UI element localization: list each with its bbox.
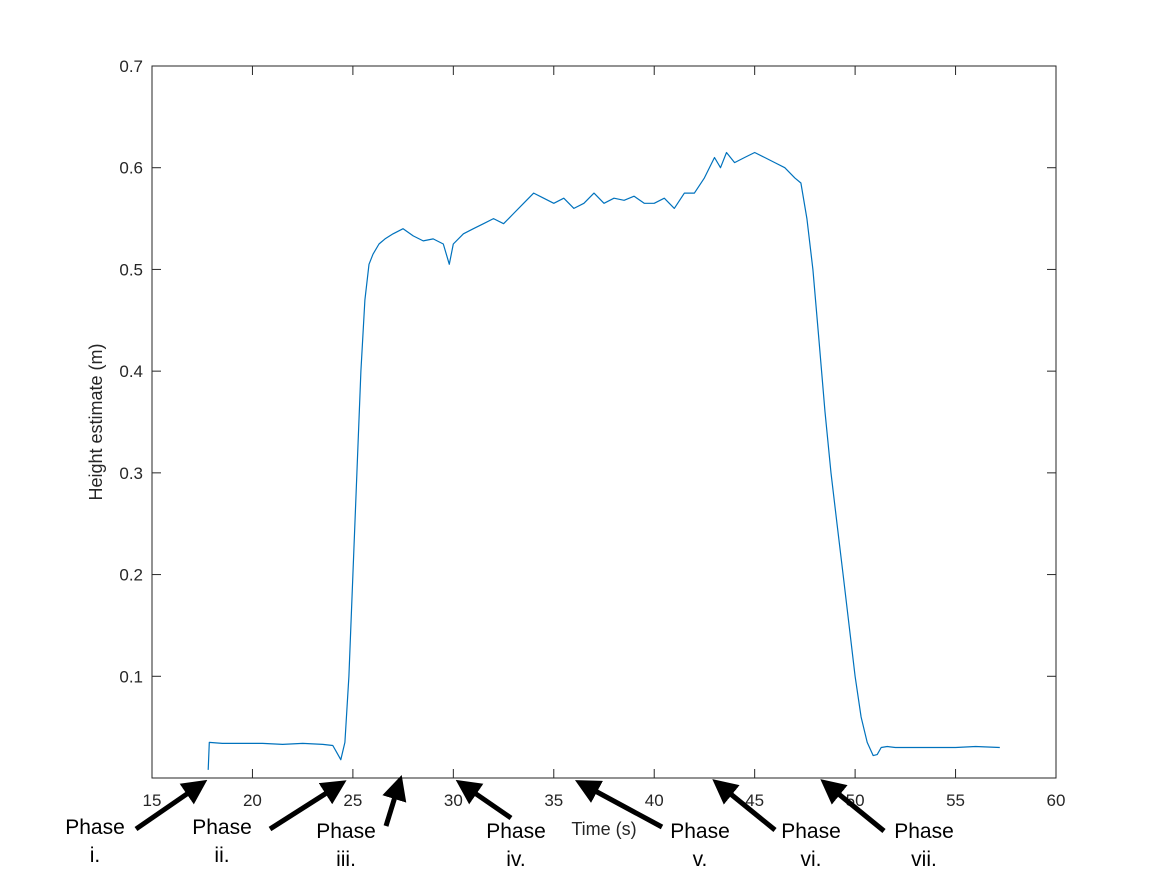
y-tick-label: 0.1 [119,667,143,686]
x-tick-label: 55 [946,791,965,810]
phase-arrow [268,780,347,832]
plot-area [152,66,1056,778]
x-tick-label: 35 [544,791,563,810]
phase-label: Phase [670,820,730,843]
phase-label: Phase [316,820,376,843]
x-tick-label: 60 [1047,791,1066,810]
phase-arrow [820,779,886,833]
phase-arrow [455,779,513,821]
phase-arrow [382,775,407,827]
y-tick-label: 0.2 [119,566,143,585]
y-tick-label: 0.6 [119,159,143,178]
phase-number: iii. [336,848,356,871]
phase-arrow [134,779,208,832]
height-series-line [207,151,1000,770]
phase-annotations: Phase i. Phase ii. Phase iii. Phase iv. Phase v. P… [65,775,954,871]
x-tick-label: 20 [243,791,262,810]
plot-frame [151,65,1057,779]
phase-label: Phase [781,820,841,843]
phase-label: Phase [894,820,954,843]
phase-label: Phase [486,820,546,843]
phase-arrow [712,779,777,832]
tick-labels: 15 20 25 30 35 40 45 50 55 600.10.20.30.40.50.60.… [119,57,1065,810]
phase-number: v. [693,848,708,871]
phase-label: Phase [65,816,125,839]
y-tick-label: 0.4 [119,362,143,381]
phase-number: ii. [214,844,229,867]
phase-number: i. [90,844,101,867]
x-tick-label: 15 [143,791,162,810]
phase-arrow [574,780,664,830]
phase-number: vii. [911,848,937,871]
phase-number: iv. [506,848,525,871]
x-tick-label: 30 [444,791,463,810]
x-tick-label: 45 [745,791,764,810]
y-tick-label: 0.3 [119,464,143,483]
x-tick-label: 25 [343,791,362,810]
x-axis-label: Time (s) [571,819,636,839]
y-tick-label: 0.5 [119,260,143,279]
x-tick-label: 40 [645,791,664,810]
y-axis-label: Height estimate (m) [86,343,106,500]
axis-ticks [151,65,1057,778]
phase-number: vi. [801,848,822,871]
y-tick-label: 0.7 [119,57,143,76]
phase-label: Phase [192,816,252,839]
